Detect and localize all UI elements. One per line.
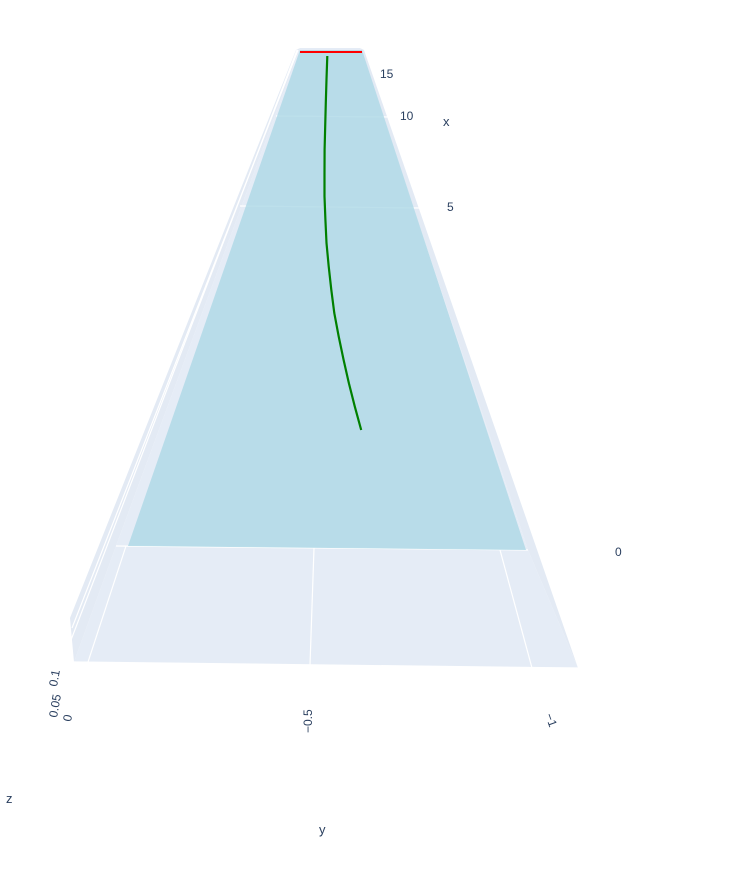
- trajectory-line[interactable]: [323, 55, 363, 431]
- grid-y-minus05: [309, 547, 315, 666]
- grid-x-0-floor: [73, 661, 579, 669]
- x-tick-0: 0: [615, 545, 622, 559]
- grid-z-left-2: [70, 49, 298, 641]
- grid-y-0: [87, 545, 127, 663]
- y-tick-minus1: −1: [542, 711, 560, 729]
- z-tick-005: 0.05: [46, 693, 64, 719]
- grid-y-minus1: [499, 549, 533, 669]
- x-tick-10: 10: [400, 109, 414, 123]
- x-axis-title: x: [443, 114, 450, 129]
- z-tick-0: 0: [60, 713, 75, 722]
- x-tick-5: 5: [447, 200, 454, 214]
- surface-plane[interactable]: [128, 50, 526, 550]
- grid-x-0: [115, 545, 529, 551]
- left-wall: [70, 48, 300, 662]
- right-wall: [360, 48, 578, 668]
- x-tick-15: 15: [380, 67, 394, 81]
- y-tick-minus05: −0.5: [301, 709, 315, 733]
- z-tick-01: 0.1: [46, 668, 63, 687]
- z-axis-title: z: [6, 791, 13, 806]
- floor-plane: [74, 546, 578, 668]
- grid-lines: [70, 49, 579, 669]
- y-axis-title: y: [319, 822, 326, 837]
